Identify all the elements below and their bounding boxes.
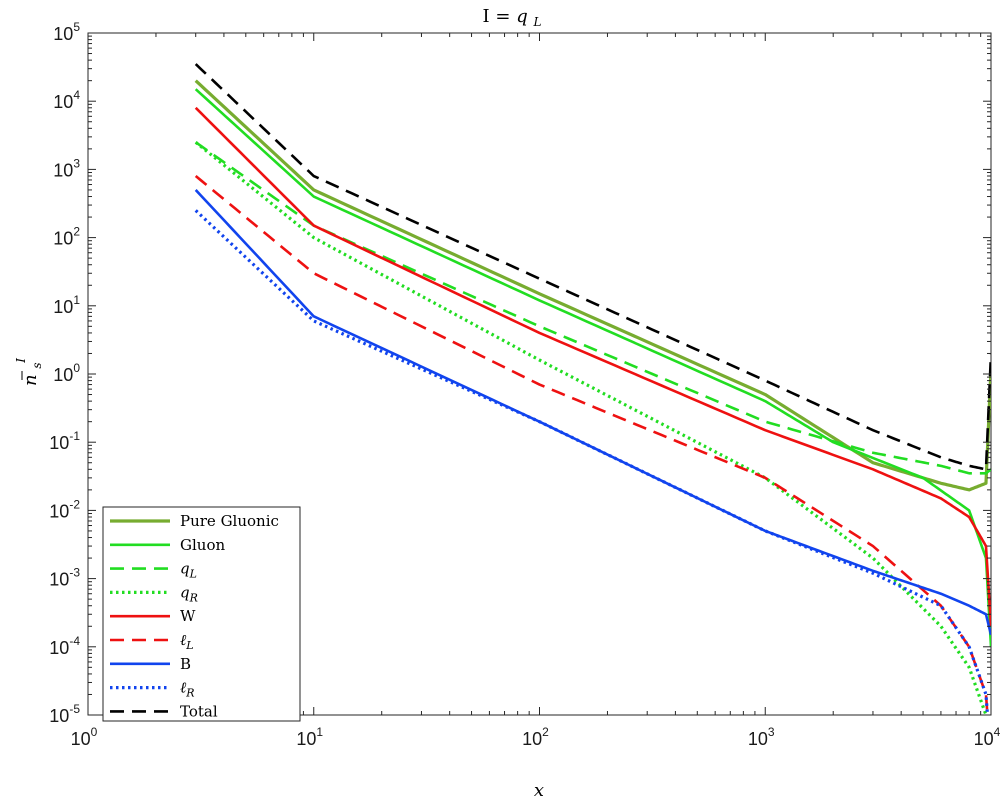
y-axis-superscript: I [14,358,28,364]
series-line-7 [194,209,990,715]
legend-label-5: ℓL [180,631,194,652]
legend-label-0: Pure Gluonic [180,512,279,530]
series-layer [194,63,991,715]
title-symbol: q [516,6,528,27]
legend-label-3: qR [180,583,198,604]
legend-label-1: Gluon [180,536,225,554]
legend-box [102,506,301,722]
legend-label-4: W [180,607,196,625]
chart-title: I = q L [483,6,542,29]
y-tick-label-8: 10-3 [49,566,80,590]
y-tick-label-9: 10-4 [49,634,80,658]
y-tick-label-4: 101 [53,293,80,317]
x-tick-label-4: 104 [974,725,1001,749]
y-tick-label-6: 10-1 [49,429,80,453]
y-axis-symbol: n [20,374,41,386]
tick-layer: 100 101 102 103 104 105 104 103 102 101 100 10-1 10-… [49,20,1000,749]
x-tick-label-1: 101 [296,725,323,749]
x-tick-label-3: 103 [748,725,775,749]
legend-label-7: ℓR [180,679,195,700]
series-line-8 [194,63,991,471]
y-tick-label-5: 100 [53,361,80,385]
series-line-2 [194,141,991,475]
x-tick-label-2: 102 [522,725,549,749]
x-axis-label: x [534,780,544,801]
legend-label-6: B [180,655,191,673]
series-line-4 [194,106,991,627]
y-tick-label-3: 102 [53,225,80,249]
series-line-0 [194,79,991,492]
y-tick-label-1: 104 [53,88,80,112]
title-subscript: L [532,15,541,29]
y-tick-label-7: 10-2 [49,497,80,521]
series-line-5 [194,175,989,715]
x-tick-label-0: 100 [71,725,98,749]
y-axis-subscript: s [30,363,44,369]
legend-label-8: Total [180,702,218,720]
y-tick-label-2: 103 [53,156,80,180]
series-line-6 [194,189,991,636]
y-tick-label-0: 105 [53,20,80,44]
legend-label-2: qL [180,560,197,581]
y-axis-label: n s I [14,357,46,386]
title-prefix: I = [483,6,511,27]
y-tick-label-10: 10-5 [49,702,80,726]
svg-text:n s I: n s I [14,357,46,386]
